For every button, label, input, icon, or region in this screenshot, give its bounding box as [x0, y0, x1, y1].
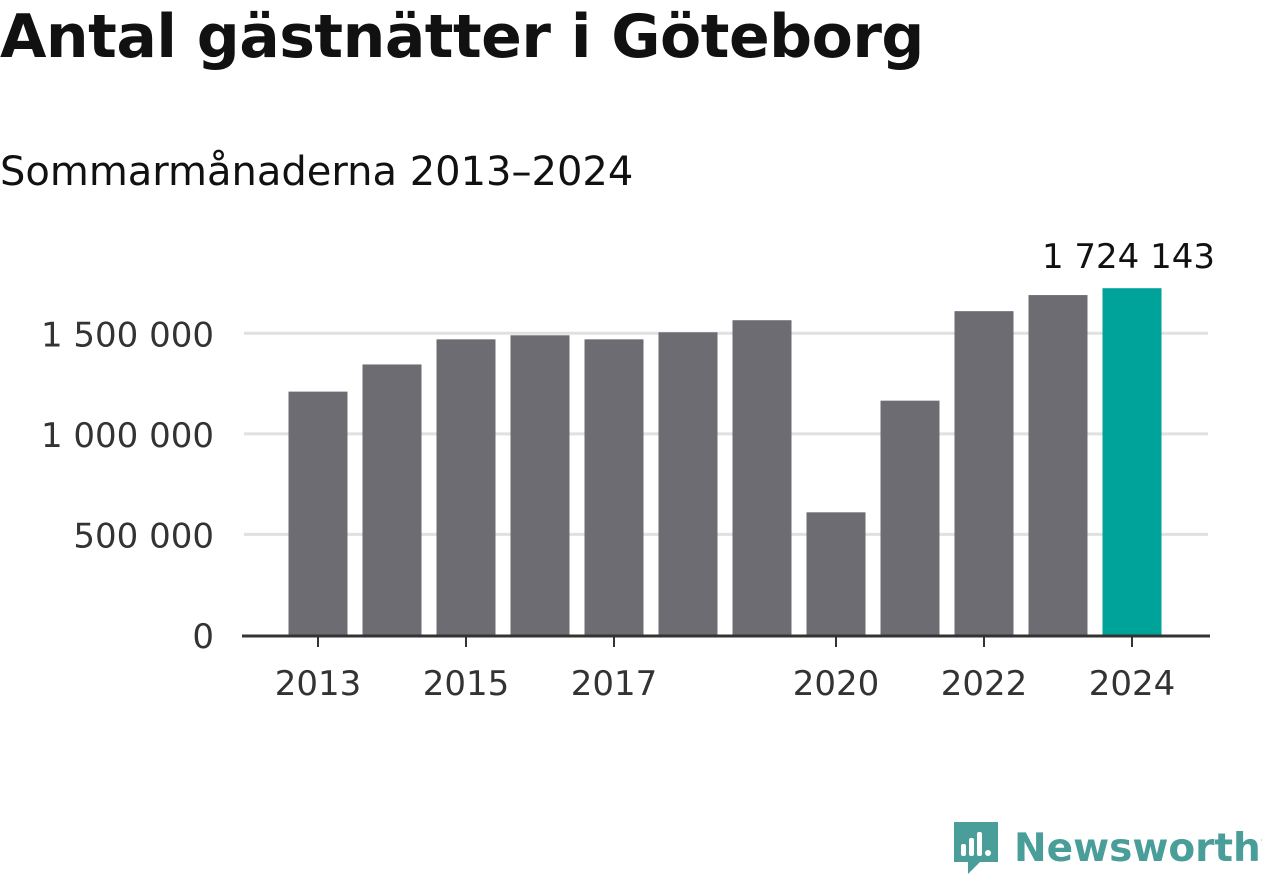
- brand-name: Newsworthy: [1014, 825, 1262, 871]
- labels: 0 500 000 1 000 000 1 500 000 2013 2015 2017 20…: [41, 237, 1215, 704]
- data-label-2024: 1 724 143: [1042, 237, 1215, 277]
- x-tick-label: 2013: [275, 664, 362, 704]
- brand-logo: Newsworthy: [950, 818, 1262, 878]
- y-tick-label: 500 000: [73, 516, 214, 556]
- bar-2017: [584, 339, 644, 635]
- axes: [242, 634, 1210, 647]
- y-tick-label: 1 000 000: [41, 416, 214, 456]
- bar-2016: [510, 335, 570, 635]
- chart-subtitle: Sommarmånaderna 2013–2024: [0, 149, 634, 195]
- bar-2024: [1102, 288, 1162, 635]
- y-tick-label: 0: [192, 617, 214, 657]
- bar-2013: [288, 391, 348, 635]
- bar-2020: [806, 512, 866, 635]
- bar-2014: [362, 364, 422, 635]
- y-tick-label: 1 500 000: [41, 315, 214, 355]
- bar-2021: [880, 400, 940, 635]
- x-tick-label: 2024: [1089, 664, 1176, 704]
- newsworthy-logo-icon: [954, 822, 998, 874]
- bar-2018: [658, 332, 718, 635]
- x-tick-label: 2020: [793, 664, 880, 704]
- bar-2019: [732, 320, 792, 635]
- x-tick-label: 2022: [941, 664, 1028, 704]
- bar-2022: [954, 311, 1014, 635]
- x-tick-label: 2017: [571, 664, 658, 704]
- bar-2023: [1028, 295, 1088, 635]
- bar-2015: [436, 339, 496, 635]
- bars: [288, 288, 1162, 635]
- x-tick-label: 2015: [423, 664, 510, 704]
- chart-title: Antal gästnätter i Göteborg: [0, 2, 924, 72]
